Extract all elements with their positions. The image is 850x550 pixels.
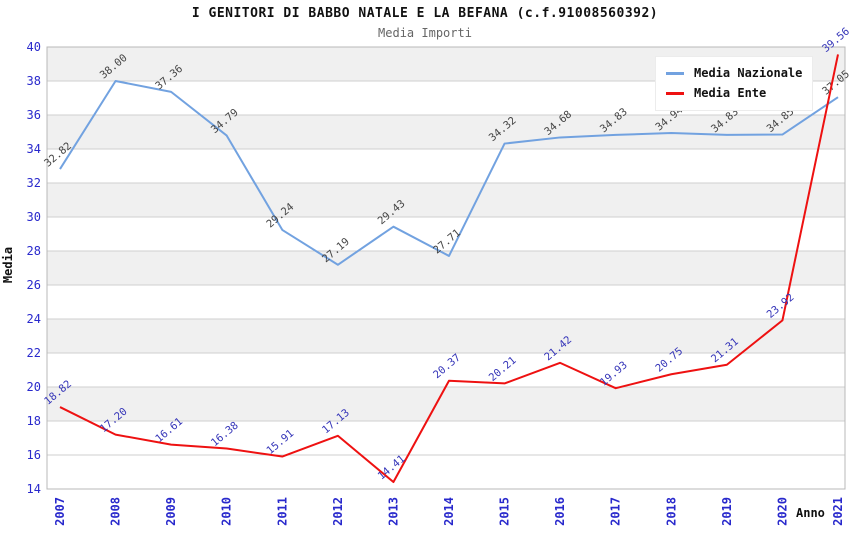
legend-item-ente: Media Ente — [666, 83, 804, 103]
y-tick-label: 18 — [27, 414, 41, 428]
series-line-media-nazionale — [59, 80, 839, 266]
data-point-label: 20.37 — [431, 352, 463, 382]
plot-frame — [46, 46, 846, 490]
legend-box: Media Nazionale Media Ente — [655, 56, 813, 111]
grid-band — [47, 115, 845, 149]
x-tick-label: 2013 — [386, 497, 400, 526]
y-tick-label: 28 — [27, 244, 41, 258]
data-point-label: 16.38 — [209, 419, 241, 449]
y-tick-label: 36 — [27, 108, 41, 122]
grid-band — [47, 387, 845, 421]
y-tick-label: 14 — [27, 482, 41, 496]
y-tick-label: 24 — [27, 312, 41, 326]
grid-band — [47, 183, 845, 217]
x-tick-label: 2008 — [109, 497, 123, 526]
y-tick-label: 40 — [27, 40, 41, 54]
y-axis-title: Media — [1, 246, 15, 284]
x-tick-label: 2020 — [775, 497, 789, 526]
data-point-label: 23.92 — [765, 291, 797, 321]
legend-swatch-ente — [666, 91, 684, 95]
x-tick-label: 2015 — [498, 497, 512, 526]
y-tick-label: 20 — [27, 380, 41, 394]
y-tick-label: 16 — [27, 448, 41, 462]
legend-label-ente: Media Ente — [694, 86, 767, 100]
x-tick-label: 2017 — [609, 497, 623, 526]
y-tick-label: 26 — [27, 278, 41, 292]
legend-label-nazionale: Media Nazionale — [694, 66, 803, 80]
x-tick-label: 2014 — [442, 497, 456, 526]
y-tick-label: 22 — [27, 346, 41, 360]
series-line-media-ente — [59, 54, 839, 484]
x-tick-label: 2016 — [553, 497, 567, 526]
chart-title: I GENITORI DI BABBO NATALE E LA BEFANA (… — [191, 6, 659, 21]
x-axis-title: Anno — [796, 506, 825, 520]
x-tick-label: 2007 — [53, 497, 67, 526]
legend-swatch-nazionale — [666, 71, 684, 75]
data-point-label: 14.41 — [376, 453, 408, 483]
chart-subtitle: Media Importi — [378, 26, 472, 40]
y-tick-label: 32 — [27, 176, 41, 190]
legend-item-nazionale: Media Nazionale — [666, 63, 804, 83]
x-tick-label: 2018 — [664, 497, 678, 526]
x-tick-label: 2009 — [164, 497, 178, 526]
y-tick-label: 30 — [27, 210, 41, 224]
x-tick-label: 2012 — [331, 497, 345, 526]
grid-band — [47, 251, 845, 285]
y-tick-label: 34 — [27, 142, 41, 156]
x-tick-label: 2019 — [720, 497, 734, 526]
grid-band — [47, 319, 845, 353]
data-point-label: 19.93 — [598, 359, 630, 389]
x-tick-label: 2010 — [220, 497, 234, 526]
x-tick-label: 2011 — [275, 497, 289, 526]
x-tick-label: 2021 — [831, 497, 845, 526]
y-tick-label: 38 — [27, 74, 41, 88]
